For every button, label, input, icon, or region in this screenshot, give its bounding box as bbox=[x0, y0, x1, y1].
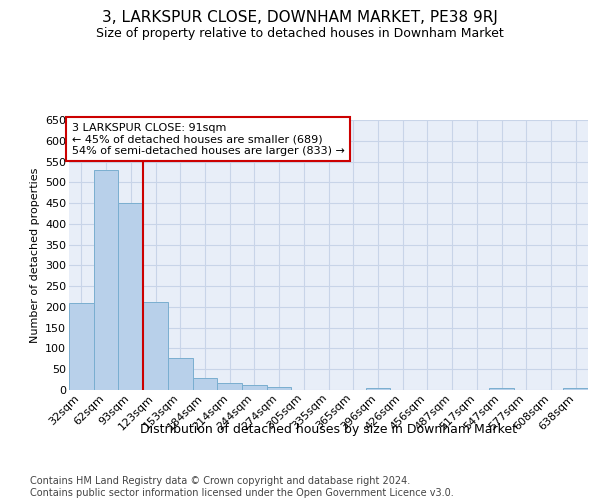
Bar bbox=[118, 203, 143, 390]
Text: 3, LARKSPUR CLOSE, DOWNHAM MARKET, PE38 9RJ: 3, LARKSPUR CLOSE, DOWNHAM MARKET, PE38 … bbox=[102, 10, 498, 25]
Text: Contains HM Land Registry data © Crown copyright and database right 2024.
Contai: Contains HM Land Registry data © Crown c… bbox=[30, 476, 454, 498]
Bar bbox=[365, 388, 390, 390]
Bar bbox=[193, 378, 217, 390]
Bar bbox=[563, 388, 588, 390]
Text: 3 LARKSPUR CLOSE: 91sqm
← 45% of detached houses are smaller (689)
54% of semi-d: 3 LARKSPUR CLOSE: 91sqm ← 45% of detache… bbox=[71, 122, 344, 156]
Bar bbox=[217, 384, 242, 390]
Text: Distribution of detached houses by size in Downham Market: Distribution of detached houses by size … bbox=[140, 422, 517, 436]
Text: Size of property relative to detached houses in Downham Market: Size of property relative to detached ho… bbox=[96, 28, 504, 40]
Bar bbox=[267, 387, 292, 390]
Y-axis label: Number of detached properties: Number of detached properties bbox=[29, 168, 40, 342]
Bar bbox=[69, 303, 94, 390]
Bar bbox=[489, 388, 514, 390]
Bar bbox=[242, 385, 267, 390]
Bar bbox=[168, 358, 193, 390]
Bar bbox=[94, 170, 118, 390]
Bar bbox=[143, 302, 168, 390]
